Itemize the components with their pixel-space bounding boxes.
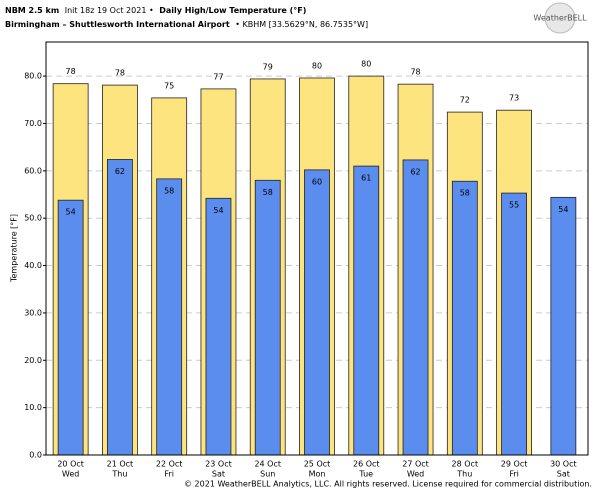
x-tick-label: 24 Oct	[254, 460, 281, 469]
y-tick-label: 70.0	[24, 119, 42, 128]
x-tick-sublabel: Fri	[164, 470, 174, 479]
chart-subtitle: Birmingham – Shuttlesworth International…	[5, 20, 368, 29]
y-tick-label: 60.0	[24, 166, 42, 175]
title-product: Daily High/Low Temperature (°F)	[159, 6, 306, 15]
value-label: 80	[312, 61, 322, 70]
value-label: 58	[263, 188, 273, 197]
x-tick-sublabel: Sat	[557, 470, 570, 479]
x-tick-sublabel: Thu	[456, 470, 472, 479]
value-label: 61	[361, 174, 371, 183]
value-label: 75	[164, 81, 174, 90]
x-tick-label: 21 Oct	[107, 460, 134, 469]
value-label: 60	[312, 177, 322, 186]
y-tick-label: 30.0	[24, 308, 42, 317]
value-label: 58	[164, 186, 174, 195]
value-label: 55	[509, 201, 519, 210]
bar	[501, 192, 527, 456]
value-label: 72	[460, 96, 470, 105]
y-tick-label: 80.0	[24, 72, 42, 81]
value-label: 78	[115, 69, 125, 78]
value-label: 58	[460, 189, 470, 198]
x-tick-sublabel: Mon	[309, 470, 326, 479]
x-tick-sublabel: Sun	[260, 470, 275, 479]
chart-title: NBM 2.5 km Init 18z 19 Oct 2021 • Daily …	[5, 6, 306, 15]
subtitle-station: Birmingham – Shuttlesworth International…	[5, 20, 230, 29]
y-tick-label: 10.0	[24, 403, 42, 412]
y-tick-label: 0.0	[29, 451, 42, 460]
x-tick-sublabel: Tue	[358, 470, 373, 479]
bar	[57, 199, 84, 456]
x-tick-sublabel: Wed	[62, 470, 79, 479]
bar	[353, 165, 380, 456]
logo: WeatherBELL	[533, 14, 587, 23]
bar	[451, 180, 478, 456]
value-label: 54	[213, 206, 223, 215]
y-tick-label: 20.0	[24, 356, 42, 365]
title-init: Init 18z 19 Oct 2021 •	[65, 6, 154, 15]
x-tick-label: 25 Oct	[304, 460, 331, 469]
y-tick-label: 50.0	[24, 214, 42, 223]
x-tick-label: 29 Oct	[501, 460, 528, 469]
x-tick-sublabel: Sat	[212, 470, 225, 479]
value-label: 77	[213, 72, 223, 81]
bar	[156, 178, 183, 456]
bar	[550, 196, 577, 456]
bar	[304, 169, 330, 456]
bar	[107, 159, 133, 456]
value-label: 78	[410, 68, 420, 77]
bar	[402, 159, 429, 456]
bar	[205, 197, 232, 456]
subtitle-code: • KBHM [33.5629°N, 86.7535°W]	[235, 20, 368, 29]
x-tick-sublabel: Thu	[111, 470, 127, 479]
x-tick-label: 20 Oct	[57, 460, 84, 469]
bar	[254, 179, 281, 456]
x-tick-label: 30 Oct	[550, 460, 577, 469]
x-tick-label: 27 Oct	[402, 460, 429, 469]
value-label: 54	[558, 205, 568, 214]
value-label: 62	[410, 167, 420, 176]
logo-circle	[544, 2, 576, 34]
value-label: 80	[361, 60, 371, 69]
x-tick-sublabel: Wed	[407, 470, 424, 479]
x-tick-label: 23 Oct	[205, 460, 232, 469]
x-tick-label: 28 Oct	[452, 460, 479, 469]
y-axis-label: Temperature [°F]	[10, 214, 19, 283]
x-tick-label: 22 Oct	[156, 460, 183, 469]
plot-frame	[45, 41, 589, 456]
x-tick-sublabel: Fri	[509, 470, 519, 479]
title-model: NBM 2.5 km	[5, 6, 59, 15]
y-tick-label: 40.0	[24, 261, 42, 270]
value-label: 54	[66, 208, 76, 217]
footer: © 2021 WeatherBELL Analytics, LLC. All r…	[184, 480, 592, 489]
value-label: 73	[509, 94, 519, 103]
value-label: 78	[66, 67, 76, 76]
value-label: 62	[115, 167, 125, 176]
x-tick-label: 26 Oct	[353, 460, 380, 469]
value-label: 79	[263, 62, 273, 71]
